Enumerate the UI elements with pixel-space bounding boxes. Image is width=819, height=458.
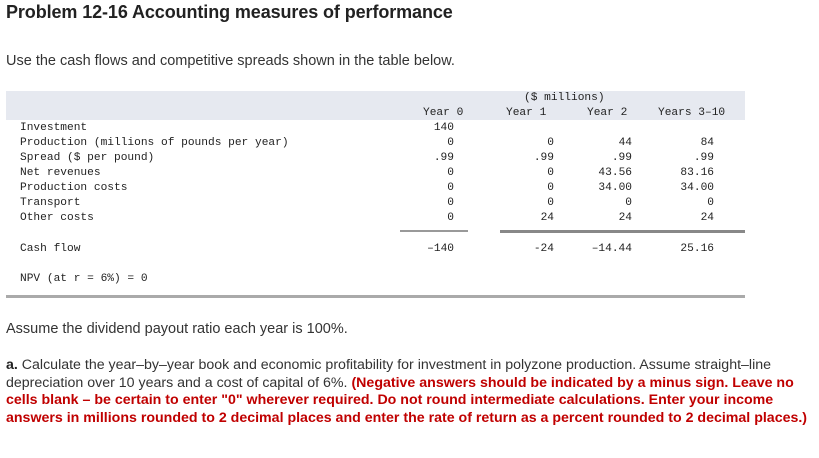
- table-cell: 0: [547, 167, 554, 179]
- table-cell: 0: [707, 197, 714, 209]
- table-cell: 24: [700, 212, 714, 224]
- col-header-year1: Year 1: [506, 107, 547, 119]
- table-cell: –14.44: [591, 243, 632, 255]
- question-instructions: (Negative answers should be indicated by…: [6, 374, 808, 426]
- table-cell: 34.00: [598, 182, 632, 194]
- col-header-year0: Year 0: [423, 107, 464, 119]
- table-cell: 0: [547, 182, 554, 194]
- row-label-spread: Spread ($ per pound): [20, 152, 155, 164]
- table-cell: 140: [433, 122, 454, 134]
- row-label-net-revenues: Net revenues: [20, 167, 101, 179]
- units-label: ($ millions): [524, 92, 605, 104]
- table-bottom-border: [6, 295, 745, 298]
- table-cell: 0: [447, 137, 454, 149]
- row-label-production: Production (millions of pounds per year): [20, 137, 289, 149]
- table-cell: 0: [547, 137, 554, 149]
- table-cell: 24: [540, 212, 554, 224]
- row-label-cash-flow: Cash flow: [20, 243, 81, 255]
- col-header-year2: Year 2: [587, 107, 628, 119]
- table-cell: .99: [611, 152, 632, 164]
- row-label-other-costs: Other costs: [20, 212, 94, 224]
- table-cell: 25.16: [680, 243, 714, 255]
- intro-text: Use the cash flows and competitive sprea…: [6, 53, 455, 69]
- table-cell: –140: [427, 243, 454, 255]
- problem-title: Problem 12-16 Accounting measures of per…: [6, 2, 453, 22]
- question-a: a. Calculate the year–by–year book and e…: [6, 357, 818, 427]
- table-cell: 84: [700, 137, 714, 149]
- table-cell: 0: [447, 212, 454, 224]
- row-label-transport: Transport: [20, 197, 81, 209]
- divider-year0: [400, 230, 468, 232]
- table-cell: 34.00: [680, 182, 714, 194]
- table-cell: 0: [625, 197, 632, 209]
- divider-years: [500, 230, 745, 233]
- npv-label: NPV (at r = 6%) = 0: [20, 273, 148, 285]
- assumption-text: Assume the dividend payout ratio each ye…: [6, 321, 348, 337]
- table-cell: 43.56: [598, 167, 632, 179]
- table-cell: .99: [693, 152, 714, 164]
- table-cell: .99: [433, 152, 454, 164]
- table-cell: 0: [547, 197, 554, 209]
- cash-flow-table: ($ millions) Year 0 Year 1 Year 2 Years …: [6, 91, 745, 299]
- table-cell: 0: [447, 197, 454, 209]
- table-cell: 44: [618, 137, 632, 149]
- table-cell: 0: [447, 182, 454, 194]
- table-cell: 83.16: [680, 167, 714, 179]
- col-header-years3-10: Years 3–10: [658, 107, 726, 119]
- question-text: Calculate the year–by–year book and econ…: [6, 357, 771, 391]
- table-cell: -24: [533, 243, 554, 255]
- table-cell: 0: [447, 167, 454, 179]
- table-cell: .99: [533, 152, 554, 164]
- row-label-production-costs: Production costs: [20, 182, 128, 194]
- table-header-bar: [6, 91, 745, 120]
- row-label-investment: Investment: [20, 122, 88, 134]
- table-cell: 24: [618, 212, 632, 224]
- question-part-label: a.: [6, 357, 18, 373]
